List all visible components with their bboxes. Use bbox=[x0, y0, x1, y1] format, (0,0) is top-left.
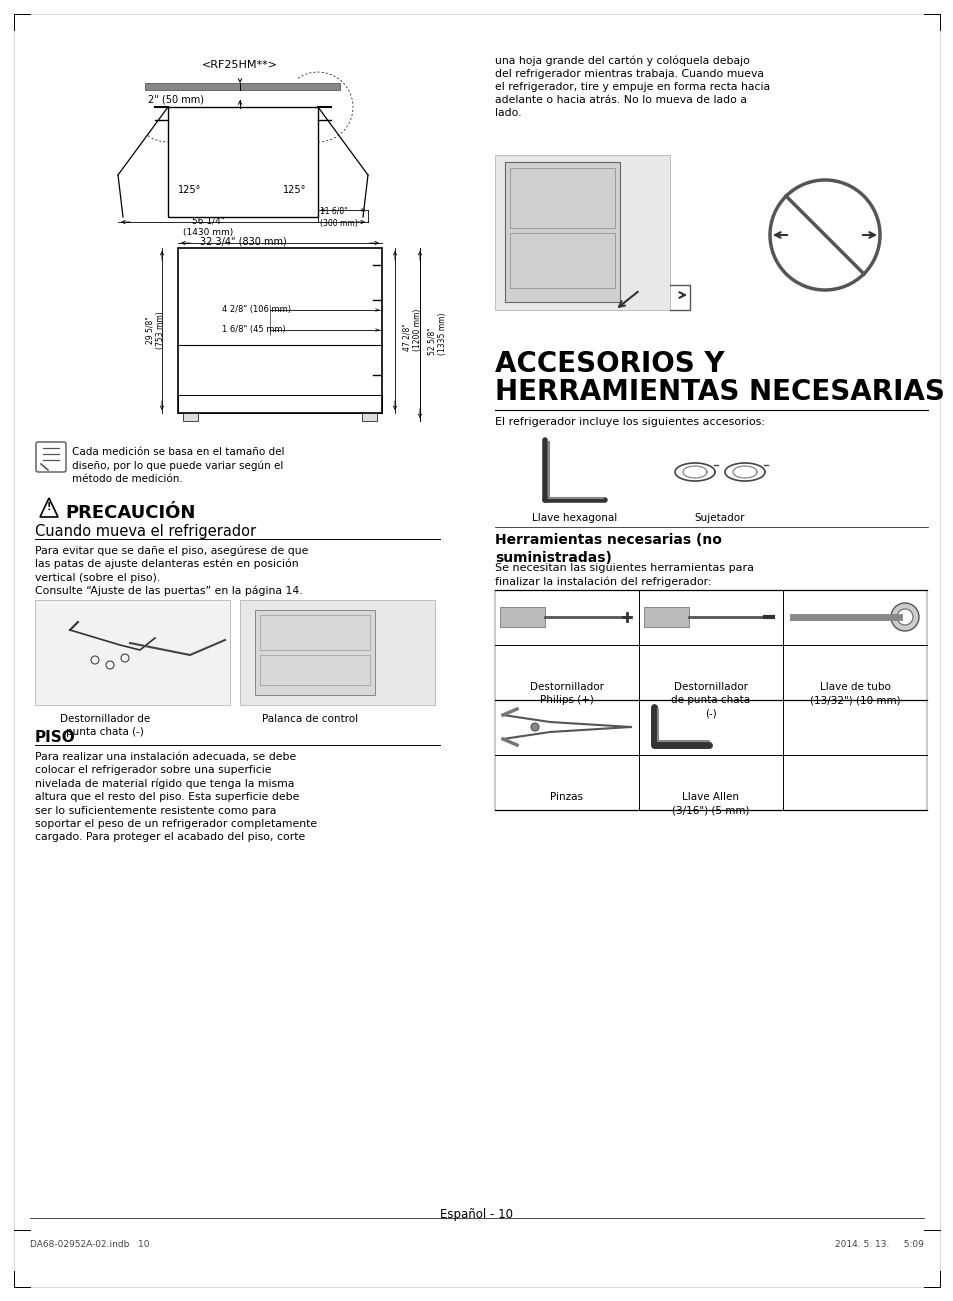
Bar bbox=[254, 610, 375, 695]
Text: <RF25HM**>: <RF25HM**> bbox=[202, 60, 277, 70]
Text: 11 6/8"
(300 mm): 11 6/8" (300 mm) bbox=[319, 207, 357, 228]
Text: Español - 10: Español - 10 bbox=[440, 1209, 513, 1222]
Text: 1 6/8" (45 mm): 1 6/8" (45 mm) bbox=[222, 325, 286, 334]
Text: Destornillador
de punta chata
(-): Destornillador de punta chata (-) bbox=[671, 682, 750, 718]
Text: Destornillador de
punta chata (-): Destornillador de punta chata (-) bbox=[60, 714, 150, 738]
Text: 47 2/8"
(1200 mm): 47 2/8" (1200 mm) bbox=[402, 308, 422, 351]
Text: Para evitar que se dañe el piso, asegúrese de que
las patas de ajuste delanteras: Para evitar que se dañe el piso, asegúre… bbox=[35, 545, 308, 596]
Bar bbox=[178, 396, 381, 412]
Text: Llave de tubo
(13/32") (10 mm): Llave de tubo (13/32") (10 mm) bbox=[809, 682, 900, 705]
Text: DA68-02952A-02.indb   10: DA68-02952A-02.indb 10 bbox=[30, 1240, 150, 1249]
Text: 125°: 125° bbox=[178, 185, 201, 195]
Text: Cuando mueva el refrigerador: Cuando mueva el refrigerador bbox=[35, 524, 255, 539]
Text: 2" (50 mm): 2" (50 mm) bbox=[148, 95, 204, 105]
Text: ACCESORIOS Y: ACCESORIOS Y bbox=[495, 350, 724, 379]
Bar bbox=[35, 600, 230, 705]
Bar bbox=[495, 155, 669, 310]
Text: Palanca de control: Palanca de control bbox=[262, 714, 357, 723]
Text: Se necesitan las siguientes herramientas para
finalizar la instalación del refri: Se necesitan las siguientes herramientas… bbox=[495, 563, 753, 587]
Bar bbox=[183, 412, 198, 422]
Bar bbox=[361, 412, 376, 422]
Text: PRECAUCIÓN: PRECAUCIÓN bbox=[65, 503, 195, 522]
Text: 125°: 125° bbox=[283, 185, 306, 195]
Circle shape bbox=[896, 609, 912, 624]
Text: Pinzas: Pinzas bbox=[550, 792, 583, 801]
Text: PISO: PISO bbox=[35, 730, 75, 745]
Text: Llave hexagonal: Llave hexagonal bbox=[532, 513, 617, 523]
Text: Sujetador: Sujetador bbox=[694, 513, 744, 523]
Circle shape bbox=[890, 602, 918, 631]
Bar bbox=[145, 83, 339, 90]
Bar bbox=[510, 233, 615, 288]
Text: 29 5/8"
(753 mm): 29 5/8" (753 mm) bbox=[145, 311, 165, 349]
Bar bbox=[510, 168, 615, 228]
Bar bbox=[260, 654, 370, 686]
Text: Llave Allen
(3/16") (5 mm): Llave Allen (3/16") (5 mm) bbox=[672, 792, 749, 816]
FancyBboxPatch shape bbox=[36, 442, 66, 472]
Text: Destornillador
Philips (+): Destornillador Philips (+) bbox=[530, 682, 603, 705]
Text: !: ! bbox=[47, 502, 51, 513]
Text: Cada medición se basa en el tamaño del
diseño, por lo que puede variar según el
: Cada medición se basa en el tamaño del d… bbox=[71, 448, 284, 484]
Text: 56 1/4"
(1430 mm): 56 1/4" (1430 mm) bbox=[183, 216, 233, 237]
Bar bbox=[643, 608, 688, 627]
Text: Herramientas necesarias (no
suministradas): Herramientas necesarias (no suministrada… bbox=[495, 533, 721, 566]
Text: 2014. 5. 13.     5:09: 2014. 5. 13. 5:09 bbox=[834, 1240, 923, 1249]
Text: El refrigerador incluye los siguientes accesorios:: El refrigerador incluye los siguientes a… bbox=[495, 418, 764, 427]
Text: 4 2/8" (106 mm): 4 2/8" (106 mm) bbox=[222, 304, 291, 314]
Bar bbox=[178, 248, 381, 412]
Bar bbox=[260, 615, 370, 650]
Bar bbox=[240, 600, 435, 705]
Text: HERRAMIENTAS NECESARIAS: HERRAMIENTAS NECESARIAS bbox=[495, 379, 943, 406]
Circle shape bbox=[531, 723, 538, 731]
Bar bbox=[499, 608, 544, 627]
Text: 52 5/8"
(1335 mm): 52 5/8" (1335 mm) bbox=[428, 312, 447, 355]
Bar bbox=[168, 107, 317, 217]
Text: una hoja grande del cartón y colóquela debajo
del refrigerador mientras trabaja.: una hoja grande del cartón y colóquela d… bbox=[495, 55, 769, 118]
Bar bbox=[504, 163, 619, 302]
Text: 32 3/4" (830 mm): 32 3/4" (830 mm) bbox=[199, 237, 286, 247]
Text: Para realizar una instalación adecuada, se debe
colocar el refrigerador sobre un: Para realizar una instalación adecuada, … bbox=[35, 752, 316, 842]
